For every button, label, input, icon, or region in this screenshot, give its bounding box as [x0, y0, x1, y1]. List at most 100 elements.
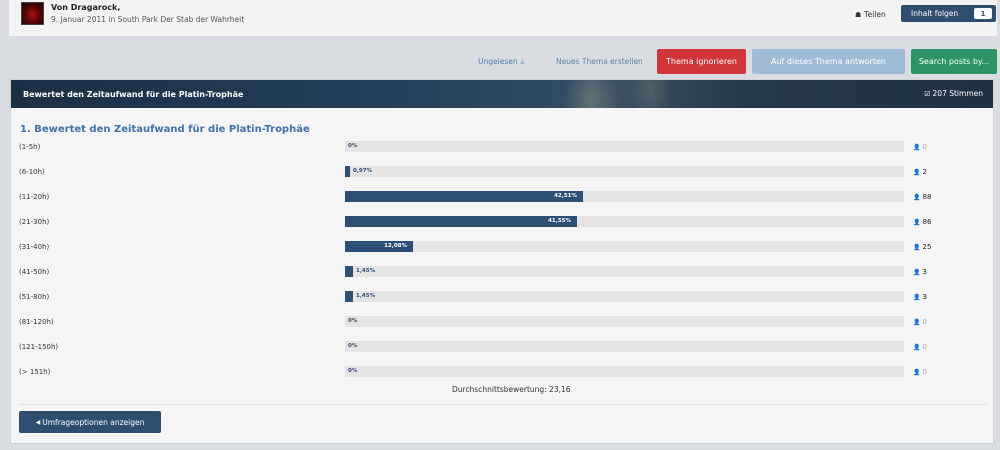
poll-option-percent: 0% — [348, 368, 358, 374]
poll-bar-track: 12,08% — [345, 241, 904, 252]
author-line: Von Dragarock, — [51, 3, 120, 12]
poll-question: 1. Bewertet den Zeitaufwand für die Plat… — [20, 124, 310, 135]
poll-bar-track: 42,51% — [345, 191, 904, 202]
new-topic-link[interactable]: Neues Thema erstellen — [556, 57, 643, 66]
user-icon: 👤 — [913, 194, 921, 201]
poll-option-label: (21-30h) — [19, 218, 50, 226]
checkbox-icon: ☑ — [924, 90, 931, 98]
poll-bar-fill — [345, 241, 413, 252]
poll-option-label: (6-10h) — [19, 168, 45, 176]
poll-bar-fill — [345, 166, 350, 177]
poll-bar-fill — [345, 191, 583, 202]
poll-average: Durchschnittsbewertung: 23,16 — [452, 385, 571, 394]
poll-option-count: 👤 88 — [913, 193, 931, 201]
user-icon: 👤 — [913, 294, 921, 301]
poll-option-percent: 0% — [348, 318, 358, 324]
user-icon: 👤 — [913, 169, 921, 176]
poll-option-label: (31-40h) — [19, 243, 50, 251]
unread-label: Ungelesen — [478, 57, 518, 66]
poll-option-row: (31-40h) 12,08% 👤 25 — [11, 240, 993, 254]
poll-option-row: (> 151h) 0% 👤 0 — [11, 365, 993, 379]
poll-option-count: 👤 86 — [913, 218, 931, 226]
reply-topic-button[interactable]: Auf dieses Thema antworten — [752, 49, 905, 74]
poll-option-percent: 0% — [348, 143, 358, 149]
poll-option-row: (121-150h) 0% 👤 0 — [11, 340, 993, 354]
poll-option-row: (6-10h) 0,97% 👤 2 — [11, 165, 993, 179]
author-panel: Von Dragarock, 9. Januar 2011 in South P… — [8, 0, 998, 37]
poll-bar-track: 0% — [345, 141, 904, 152]
poll-option-count: 👤 3 — [913, 268, 927, 276]
poll-option-count: 👤 0 — [913, 343, 927, 351]
arrow-down-icon: 🡣 — [519, 58, 526, 66]
divider — [19, 404, 987, 405]
poll-option-row: (41-50h) 1,45% 👤 3 — [11, 265, 993, 279]
poll-bar-track: 0% — [345, 341, 904, 352]
author-prefix: Von — [51, 3, 68, 12]
poll-option-percent: 41,55% — [548, 218, 571, 224]
user-icon: 👤 — [913, 269, 921, 276]
poll-options-button[interactable]: ◀ Umfrageoptionen anzeigen — [19, 411, 161, 433]
poll-option-row: (1-5h) 0% 👤 0 — [11, 140, 993, 154]
post-meta: 9. Januar 2011 in South Park Der Stab de… — [51, 15, 244, 24]
post-date: 9. Januar 2011 — [51, 15, 107, 24]
poll-option-percent: 0% — [348, 343, 358, 349]
poll-option-row: (21-30h) 41,55% 👤 86 — [11, 215, 993, 229]
poll-option-count-value: 88 — [922, 193, 932, 201]
poll-option-percent: 1,45% — [356, 268, 376, 274]
poll-option-count-value: 0 — [922, 343, 927, 351]
poll-option-label: (81-120h) — [19, 318, 54, 326]
poll-bar-track: 1,45% — [345, 291, 904, 302]
unread-link[interactable]: Ungelesen 🡣 — [478, 57, 525, 69]
ignore-topic-button[interactable]: Thema ignorieren — [657, 49, 746, 74]
poll-bar-track: 1,45% — [345, 266, 904, 277]
poll-option-count-value: 86 — [922, 218, 932, 226]
poll-option-count: 👤 0 — [913, 368, 927, 376]
user-icon: 👤 — [913, 369, 921, 376]
follow-count: 1 — [974, 8, 992, 19]
share-icon: ☗ — [855, 11, 862, 19]
share-label: Teilen — [864, 10, 886, 19]
poll-option-percent: 1,45% — [356, 293, 376, 299]
poll-option-label: (121-150h) — [19, 343, 59, 351]
user-icon: 👤 — [913, 144, 921, 151]
poll-option-count-value: 3 — [922, 268, 927, 276]
follow-button[interactable]: Inhalt folgen 1 — [901, 5, 996, 22]
poll-options-button-label: Umfrageoptionen anzeigen — [42, 417, 145, 427]
poll-option-count-value: 3 — [922, 293, 927, 301]
user-icon: 👤 — [913, 219, 921, 226]
poll-option-label: (41-50h) — [19, 268, 50, 276]
poll-option-count-value: 2 — [922, 168, 927, 176]
poll-bar-fill — [345, 291, 353, 302]
poll-option-count-value: 0 — [922, 368, 927, 376]
poll-option-count: 👤 25 — [913, 243, 931, 251]
poll-option-row: (51-80h) 1,45% 👤 3 — [11, 290, 993, 304]
poll-votes-label: 207 Stimmen — [932, 89, 983, 98]
user-icon: 👤 — [913, 319, 921, 326]
poll-bar-fill — [345, 266, 353, 277]
avatar[interactable] — [21, 2, 44, 25]
user-icon: 👤 — [913, 244, 921, 251]
share-button[interactable]: ☗ Teilen — [855, 10, 886, 19]
poll-option-count-value: 0 — [922, 143, 927, 151]
poll-option-row: (81-120h) 0% 👤 0 — [11, 315, 993, 329]
poll-option-row: (11-20h) 42,51% 👤 88 — [11, 190, 993, 204]
poll-bar-track: 41,55% — [345, 216, 904, 227]
user-icon: 👤 — [913, 344, 921, 351]
poll-option-label: (> 151h) — [19, 368, 51, 376]
follow-label: Inhalt folgen — [911, 9, 959, 18]
poll-option-label: (51-80h) — [19, 293, 50, 301]
search-posts-button[interactable]: Search posts by... — [911, 49, 997, 74]
poll-option-label: (1-5h) — [19, 143, 41, 151]
poll-option-count-value: 0 — [922, 318, 927, 326]
poll-option-count: 👤 2 — [913, 168, 927, 176]
poll-bar-track: 0,97% — [345, 166, 904, 177]
poll-bar-fill — [345, 216, 577, 227]
author-name-link[interactable]: Dragarock, — [70, 3, 121, 12]
poll-bar-track: 0% — [345, 366, 904, 377]
poll-option-percent: 12,08% — [384, 243, 407, 249]
poll-option-count: 👤 3 — [913, 293, 927, 301]
post-in: in — [108, 15, 116, 24]
poll-header-title: Bewertet den Zeitaufwand für die Platin-… — [23, 90, 244, 99]
poll-option-count-value: 25 — [922, 243, 932, 251]
forum-link[interactable]: South Park Der Stab der Wahrheit — [117, 15, 245, 24]
